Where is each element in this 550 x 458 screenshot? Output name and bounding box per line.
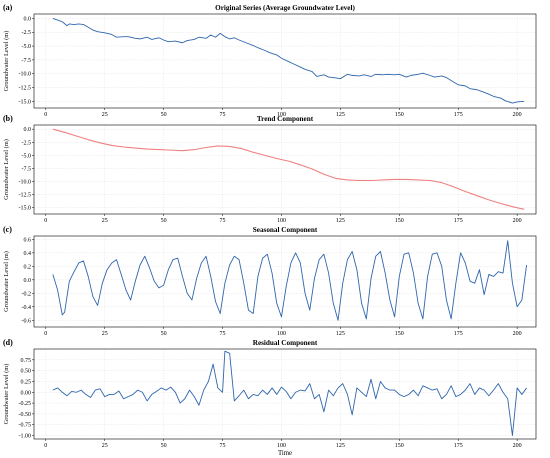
- panel-c: 0 25 50 75 100 125 150 175 200 0.6 0.4 0.2 0.0 -0.2 -0…: [3, 225, 537, 337]
- panel-b: 0 25 50 75 100 125 150 175 200 0.0 -2.5 -5.0 -7.5 -10…: [3, 114, 537, 224]
- x-tick-label: 25: [102, 443, 108, 449]
- x-tick-label: 75: [220, 331, 226, 337]
- y-tick-label: 0.2: [24, 264, 32, 270]
- x-axis-label: Time: [278, 450, 292, 457]
- x-tick-label: 125: [336, 112, 345, 118]
- panel-label: (a): [3, 3, 13, 12]
- x-tick-label: 75: [220, 443, 226, 449]
- y-axis-label: Groundwater Level (m): [3, 364, 10, 425]
- x-tick-label: 150: [395, 218, 404, 224]
- y-tick-label: 0.00: [21, 390, 32, 396]
- x-tick-label: 100: [277, 331, 286, 337]
- plot-frame: [33, 235, 537, 328]
- x-tick-label: 25: [102, 218, 108, 224]
- x-tick-label: 150: [395, 443, 404, 449]
- y-tick-label: -5.0: [22, 44, 32, 50]
- x-tick-label: 50: [161, 218, 167, 224]
- x-tick-label: 175: [454, 112, 463, 118]
- x-tick-label: 100: [277, 112, 286, 118]
- y-axis-label: Groundwater Level (m): [3, 139, 10, 200]
- panel-label: (d): [3, 338, 13, 347]
- y-tick-label: 0.75: [21, 358, 32, 364]
- y-tick-label: -0.25: [19, 401, 32, 407]
- panel-d: 0 25 50 75 100 125 150 175 200 0.75 0.50 0.25 0.00 -0…: [3, 338, 537, 457]
- series-line: [52, 350, 527, 436]
- x-tick-label: 125: [336, 218, 345, 224]
- y-tick-label: -15.0: [19, 99, 32, 105]
- y-tick-label: -0.50: [19, 412, 32, 418]
- y-tick-label: -0.2: [22, 291, 32, 297]
- y-tick-label: -2.5: [22, 140, 32, 146]
- x-tick-label: 175: [454, 218, 463, 224]
- chart-title: Original Series (Average Groundwater Lev…: [215, 4, 355, 12]
- y-tick-label: -5.0: [22, 153, 32, 159]
- x-tick-label: 150: [395, 331, 404, 337]
- y-tick-label: -12.5: [19, 193, 32, 199]
- x-tick-label: 0: [44, 112, 47, 118]
- x-tick-label: 200: [513, 112, 522, 118]
- x-tick-label: 200: [513, 443, 522, 449]
- panel-a: 0 25 50 75 100 125 150 175 200 0.0 -2.5 -5.0 -7.5 -10…: [3, 3, 537, 118]
- x-tick-label: 100: [277, 443, 286, 449]
- x-tick-label: 50: [161, 443, 167, 449]
- x-tick-label: 125: [336, 443, 345, 449]
- y-tick-label: -0.4: [22, 305, 32, 311]
- y-tick-label: 0.25: [21, 379, 32, 385]
- x-tick-label: 75: [220, 112, 226, 118]
- y-tick-label: -12.5: [19, 86, 32, 92]
- x-tick-label: 25: [102, 331, 108, 337]
- y-tick-label: -2.5: [22, 30, 32, 36]
- y-tick-label: -7.5: [22, 58, 32, 64]
- x-tick-label: 0: [44, 443, 47, 449]
- y-tick-label: 0.4: [24, 251, 32, 257]
- x-tick-label: 50: [161, 331, 167, 337]
- y-tick-label: -0.6: [22, 318, 32, 324]
- y-axis-label: Groundwater Level (m): [3, 251, 10, 312]
- x-tick-label: 75: [220, 218, 226, 224]
- chart-title: Seasonal Component: [253, 226, 318, 234]
- panel-label: (c): [3, 225, 12, 234]
- y-tick-label: 0.0: [24, 127, 32, 133]
- plot-frame: [33, 124, 537, 215]
- series-line: [52, 240, 528, 321]
- plot-frame: [33, 348, 537, 440]
- y-tick-label: 0.6: [24, 237, 32, 243]
- x-tick-label: 25: [102, 112, 108, 118]
- y-tick-label: 0.0: [24, 278, 32, 284]
- y-tick-label: -10.0: [19, 72, 32, 78]
- x-tick-label: 200: [513, 331, 522, 337]
- x-tick-label: 50: [161, 112, 167, 118]
- y-tick-label: -7.5: [22, 166, 32, 172]
- x-tick-label: 150: [395, 112, 404, 118]
- x-tick-label: 200: [513, 218, 522, 224]
- x-tick-label: 125: [336, 331, 345, 337]
- chart-title: Trend Component: [257, 115, 314, 123]
- x-tick-label: 175: [454, 443, 463, 449]
- y-tick-label: -0.75: [19, 423, 32, 429]
- plot-frame: [33, 13, 537, 109]
- x-tick-label: 0: [44, 331, 47, 337]
- y-tick-label: -10.0: [19, 180, 32, 186]
- y-axis-label: Groundwater Level (m): [3, 31, 10, 92]
- x-tick-label: 0: [44, 218, 47, 224]
- y-tick-label: -1.00: [19, 434, 32, 440]
- y-tick-label: -15.0: [19, 206, 32, 212]
- series-line: [52, 17, 525, 104]
- chart-title: Residual Component: [253, 339, 318, 347]
- y-tick-label: 0.0: [24, 16, 32, 22]
- series-line: [52, 128, 525, 210]
- panel-label: (b): [3, 114, 13, 123]
- y-tick-label: 0.50: [21, 369, 32, 375]
- x-tick-label: 175: [454, 331, 463, 337]
- x-tick-label: 100: [277, 218, 286, 224]
